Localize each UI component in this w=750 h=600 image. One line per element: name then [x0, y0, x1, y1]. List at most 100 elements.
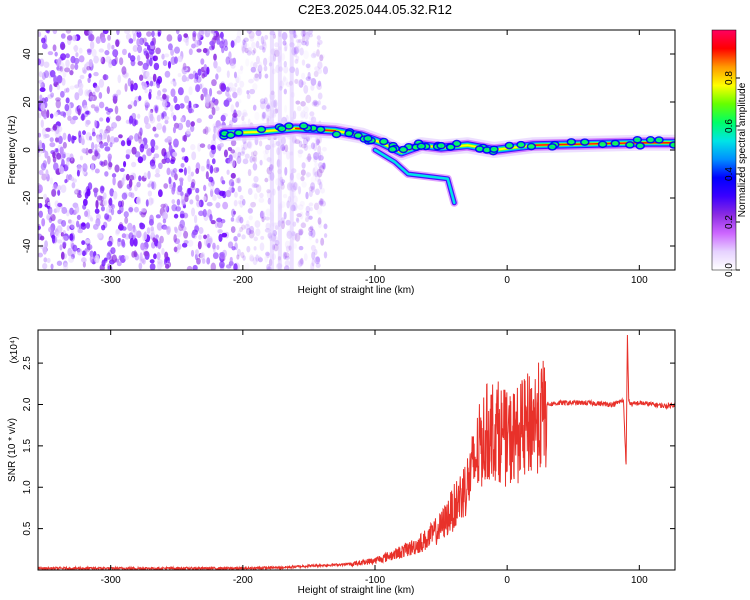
noise-speck: [230, 226, 236, 234]
noise-speck: [111, 173, 117, 178]
noise-speck: [196, 84, 200, 93]
noise-speck: [280, 220, 285, 230]
noise-speck: [285, 219, 291, 226]
noise-speck: [312, 172, 317, 177]
noise-speck: [41, 42, 48, 50]
noise-speck: [255, 184, 262, 193]
noise-speck: [192, 264, 198, 270]
noise-speck: [46, 109, 50, 119]
noise-speck: [317, 39, 323, 45]
noise-speck: [308, 226, 314, 233]
noise-speck: [298, 79, 304, 88]
noise-speck: [88, 73, 92, 79]
noise-speck: [247, 168, 252, 177]
noise-speck: [242, 109, 248, 117]
noise-speck: [183, 240, 189, 245]
noise-speck: [137, 44, 143, 54]
noise-speck: [195, 194, 200, 202]
noise-speck: [231, 159, 236, 168]
noise-speck: [40, 119, 44, 128]
noise-speck: [146, 76, 153, 82]
noise-speck: [154, 173, 161, 178]
noise-speck: [199, 83, 203, 90]
noise-speck: [130, 83, 134, 92]
noise-speck: [282, 251, 287, 260]
noise-speck: [296, 39, 302, 48]
noise-speck: [310, 262, 315, 270]
noise-speck: [310, 185, 316, 193]
noise-speck: [216, 90, 223, 95]
noise-speck: [306, 64, 311, 71]
noise-speck: [132, 33, 137, 42]
noise-speck: [305, 94, 312, 104]
noise-speck: [294, 232, 301, 242]
noise-speck: [305, 30, 310, 36]
noise-speck: [225, 190, 232, 198]
noise-speck: [105, 56, 112, 63]
noise-speck: [133, 84, 137, 90]
noise-speck: [306, 156, 312, 161]
noise-speck: [245, 58, 250, 67]
noise-speck: [106, 86, 110, 95]
noise-speck: [74, 205, 80, 214]
noise-speck: [67, 133, 72, 143]
noise-speck: [134, 133, 140, 142]
noise-speck: [237, 200, 242, 205]
noise-speck: [161, 125, 166, 133]
noise-speck: [171, 199, 176, 205]
noise-speck: [100, 161, 106, 167]
noise-speck: [183, 134, 187, 142]
noise-speck: [205, 94, 211, 103]
noise-speck: [300, 81, 307, 86]
noise-speck: [145, 199, 149, 207]
noise-speck: [284, 265, 290, 270]
noise-speck: [264, 177, 269, 183]
noise-speck: [314, 171, 319, 178]
noise-speck: [57, 189, 61, 196]
noise-speck: [57, 135, 63, 145]
noise-speck: [150, 138, 156, 148]
noise-speck: [133, 82, 138, 91]
noise-speck: [201, 87, 208, 94]
noise-speck: [38, 58, 42, 66]
noise-speck: [114, 164, 120, 173]
noise-speck: [216, 217, 223, 223]
noise-speck: [94, 85, 100, 93]
noise-speck: [44, 97, 49, 103]
noise-speck: [99, 56, 103, 63]
noise-speck: [114, 105, 119, 115]
y-tick-label: 40: [22, 48, 33, 60]
noise-speck: [71, 182, 76, 189]
noise-speck: [150, 108, 154, 114]
noise-speck: [219, 40, 225, 49]
noise-speck: [106, 252, 112, 260]
noise-speck: [208, 181, 212, 187]
noise-speck: [297, 204, 304, 211]
noise-speck: [163, 151, 168, 161]
noise-speck: [306, 172, 312, 178]
noise-speck: [117, 74, 122, 84]
noise-speck: [315, 262, 321, 269]
noise-speck: [136, 54, 141, 62]
noise-speck: [299, 112, 306, 120]
noise-speck: [56, 225, 63, 234]
noise-speck: [263, 97, 268, 105]
noise-speck: [314, 137, 319, 144]
noise-speck: [202, 48, 208, 54]
noise-speck: [173, 138, 179, 148]
noise-speck: [198, 30, 204, 38]
noise-speck: [162, 218, 167, 224]
noise-speck: [46, 215, 51, 221]
noise-speck: [80, 135, 85, 144]
noise-speck: [85, 110, 90, 115]
noise-speck: [121, 48, 127, 56]
noise-speck: [315, 137, 320, 147]
noise-speck: [166, 136, 173, 143]
noise-speck: [292, 182, 299, 191]
noise-speck: [164, 251, 169, 260]
noise-speck: [150, 226, 155, 232]
ridge-blob: [315, 125, 326, 134]
noise-speck: [305, 63, 311, 69]
noise-speck: [285, 150, 291, 160]
